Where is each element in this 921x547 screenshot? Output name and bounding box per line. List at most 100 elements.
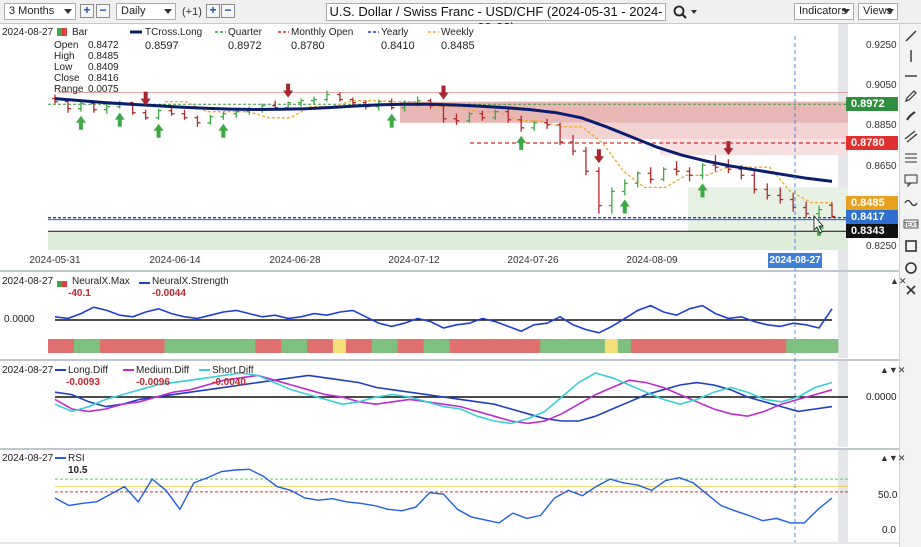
cursor-date-tag: 2024-08-27 xyxy=(768,253,822,268)
channel-tool-icon[interactable] xyxy=(903,128,919,144)
indicators-label: Indicators xyxy=(799,5,847,17)
price-tag: 0.8780 xyxy=(846,135,898,150)
legend-tcross-value: 0.8597 xyxy=(145,40,179,52)
neural-band-cell xyxy=(578,339,593,353)
callout-tool-icon[interactable] xyxy=(903,172,919,188)
period-select[interactable]: 3 Months xyxy=(4,3,76,20)
delete-drawings-icon[interactable] xyxy=(903,282,919,298)
rectangle-tool-icon[interactable] xyxy=(903,238,919,254)
legend-bar: Bar xyxy=(72,27,88,38)
indicators-button[interactable]: Indicators xyxy=(794,3,854,20)
y-tick: 0.9250 xyxy=(866,40,897,51)
short-diff-label: Short.Diff xyxy=(212,365,254,376)
neural-band-cell xyxy=(164,339,178,353)
legend-yearly: Yearly xyxy=(381,27,409,38)
legend-yearly-value: 0.8410 xyxy=(381,40,415,52)
buy-arrow xyxy=(619,199,630,214)
interval-select[interactable]: Daily xyxy=(116,3,176,20)
legend-weekly: Weekly xyxy=(441,27,474,38)
svg-text:TEXT: TEXT xyxy=(903,223,919,229)
y-tick: 0.9050 xyxy=(866,80,897,91)
sell-arrow xyxy=(140,91,151,106)
neural-band-cell xyxy=(99,339,114,353)
interval-label: Daily xyxy=(121,5,146,17)
neural-band-cell xyxy=(527,339,541,353)
trendline-tool-icon[interactable] xyxy=(903,28,919,44)
shift-plus-button[interactable]: + xyxy=(206,4,220,18)
fibonacci-tool-icon[interactable] xyxy=(903,150,919,166)
neural-band-cell xyxy=(307,339,321,353)
neural-band-cell xyxy=(786,339,800,353)
diff-pane-date: 2024-08-27 xyxy=(2,365,54,376)
pencil-tool-icon[interactable] xyxy=(903,88,919,104)
buy-arrow xyxy=(153,123,164,138)
ohlc-key: Low xyxy=(54,62,73,73)
neural-band-cell xyxy=(475,339,489,353)
rsi-pane-close-icon[interactable]: ▲▼✕ xyxy=(880,453,906,463)
scroll-strip xyxy=(838,272,848,358)
neural-band-cell xyxy=(812,339,826,353)
period-label: 3 Months xyxy=(9,5,55,17)
wave-tool-icon[interactable] xyxy=(903,194,919,210)
neural-band-cell xyxy=(747,339,761,353)
ohlc-readout: Open 0.8472 High 0.8485 Low 0.8409 Close 0.8416… xyxy=(54,40,119,95)
rsi-value: 10.5 xyxy=(68,465,88,476)
chart-canvas[interactable] xyxy=(0,0,899,547)
neural-band-cell xyxy=(255,339,269,353)
text-tool-icon[interactable]: TEXT xyxy=(903,216,919,232)
horizontal-line-tool-icon[interactable] xyxy=(903,68,919,84)
x-tick: 2024-07-12 xyxy=(388,255,440,266)
short-diff-value: -0.0040 xyxy=(212,377,246,388)
views-button[interactable]: Views xyxy=(858,3,898,20)
medium-diff-line xyxy=(54,374,833,425)
neural-band-cell xyxy=(423,339,437,353)
neural-zero-label: 0.0000 xyxy=(4,314,35,325)
neural-band-cell xyxy=(604,339,619,353)
scroll-strip xyxy=(838,450,848,542)
neural-band-cell xyxy=(708,339,722,353)
neural-band-cell xyxy=(566,339,580,353)
x-tick: 2024-06-28 xyxy=(269,255,321,266)
buy-arrow xyxy=(75,115,86,130)
rsi-tick: 0.0 xyxy=(882,525,896,536)
ohlc-row: Low 0.8409 xyxy=(54,62,119,73)
diff-pane-close-icon[interactable]: ▲▼✕ xyxy=(880,365,906,375)
symbol-title[interactable]: U.S. Dollar / Swiss Franc - USD/CHF (202… xyxy=(326,3,666,35)
minus-button[interactable]: − xyxy=(96,4,110,18)
x-tick: 2024-05-31 xyxy=(29,255,81,266)
search-icon[interactable] xyxy=(672,4,700,20)
neural-band-cell xyxy=(488,339,502,353)
neural-band-cell xyxy=(436,339,450,353)
neural-pane-close-icon[interactable]: ▲✕ xyxy=(890,276,907,286)
vertical-line-tool-icon[interactable] xyxy=(903,48,919,64)
ellipse-tool-icon[interactable] xyxy=(903,260,919,276)
y-tick: 0.8850 xyxy=(866,120,897,131)
neural-band-cell xyxy=(371,339,386,353)
neural-band-cell xyxy=(760,339,774,353)
neural-band-cell xyxy=(514,339,528,353)
neural-band-cell xyxy=(332,339,347,353)
neural-band-cell xyxy=(449,339,463,353)
neural-band-cell xyxy=(410,339,424,353)
brush-tool-icon[interactable] xyxy=(903,108,919,124)
neural-band-cell xyxy=(669,339,683,353)
chevron-down-icon xyxy=(842,9,850,14)
legend-monthly-value: 0.8780 xyxy=(291,40,325,52)
sell-arrow xyxy=(438,85,449,100)
neural-band-cell xyxy=(48,339,62,353)
plus-button[interactable]: + xyxy=(80,4,94,18)
price-tag: 0.8343 xyxy=(846,224,898,239)
ohlc-value: 0.8416 xyxy=(88,73,119,84)
neural-band-cell xyxy=(591,339,606,353)
neural-band-cell xyxy=(177,339,191,353)
shift-minus-button[interactable]: − xyxy=(221,4,235,18)
neural-band-cell xyxy=(734,339,748,353)
sell-arrow xyxy=(593,149,604,164)
rsi-line xyxy=(54,468,833,524)
neural-band-cell xyxy=(216,339,230,353)
neural-max-value: -40.1 xyxy=(68,288,91,299)
ohlc-key: High xyxy=(54,51,75,62)
neural-band-cell xyxy=(151,339,165,353)
mouse-pointer-icon xyxy=(813,214,824,234)
weekly-level-line xyxy=(165,99,832,204)
